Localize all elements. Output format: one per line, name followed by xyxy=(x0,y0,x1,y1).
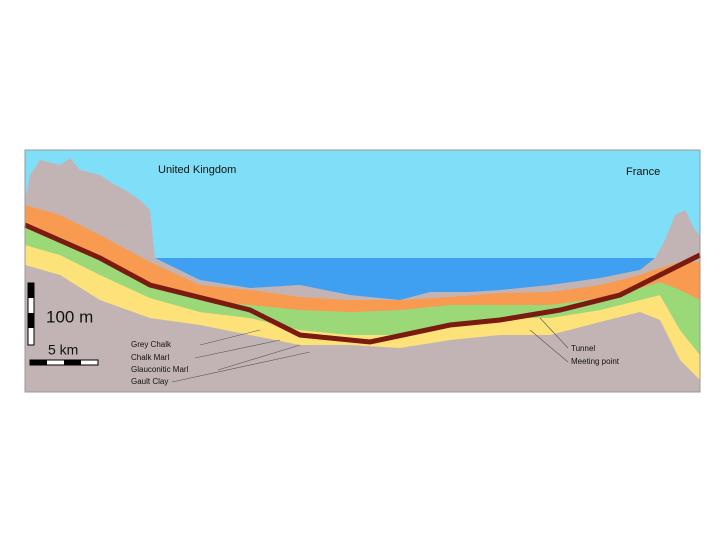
gault-clay-layer xyxy=(25,245,700,380)
chalk-marl-layer xyxy=(25,205,700,312)
distance-scale: 5 km xyxy=(48,342,78,358)
scale-bars: 100 m 5 km xyxy=(27,282,99,366)
region-label: United Kingdom xyxy=(158,164,236,176)
legend-label: Meeting point xyxy=(571,357,620,366)
legend-label: Glauconitic Marl xyxy=(131,365,189,374)
height-scale: 100 m xyxy=(46,307,93,326)
legend-label: Tunnel xyxy=(571,344,595,353)
leader-lines xyxy=(171,317,569,383)
region-label: France xyxy=(626,166,660,178)
tunnel xyxy=(23,222,702,345)
frame xyxy=(24,149,701,393)
legend-label: Gault Clay xyxy=(131,377,168,386)
legend-label: Chalk Marl xyxy=(131,353,169,362)
glauconitic-marl-layer xyxy=(25,227,700,355)
legend-label: Grey Chalk xyxy=(131,340,172,349)
cross-section xyxy=(23,149,702,393)
